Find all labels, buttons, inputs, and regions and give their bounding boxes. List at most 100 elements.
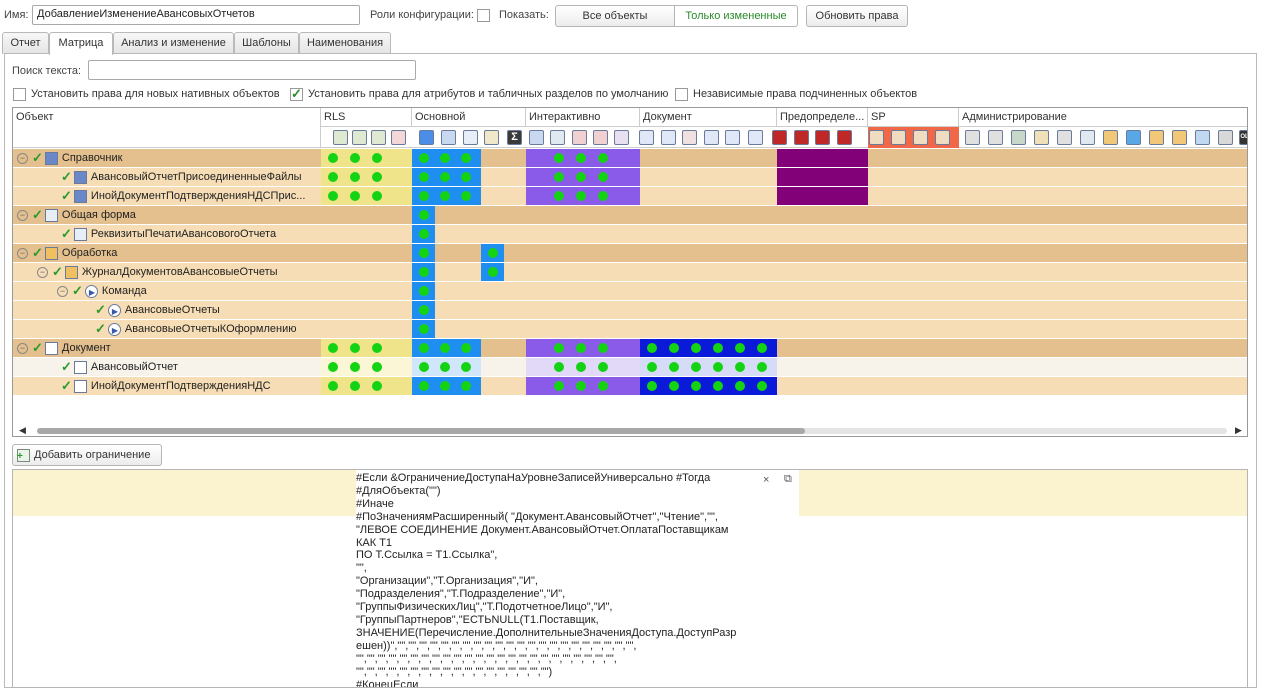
table-row[interactable]: − ✓ Общая форма: [13, 206, 1247, 225]
horizontal-scrollbar[interactable]: ◀ ▶: [13, 424, 1247, 436]
check-icon[interactable]: ✓: [61, 378, 72, 394]
right-granted-dot[interactable]: [350, 381, 360, 391]
right-granted-dot[interactable]: [419, 248, 429, 258]
right-granted-dot[interactable]: [350, 343, 360, 353]
interactive-group-header[interactable]: Интерактивно: [526, 108, 640, 127]
table-row[interactable]: − ✓ Документ: [13, 339, 1247, 358]
tree-node[interactable]: ✓ ИнойДокументПодтвержденияНДС: [13, 377, 321, 396]
right-granted-dot[interactable]: [576, 343, 586, 353]
check-icon[interactable]: ✓: [52, 264, 63, 280]
right-granted-dot[interactable]: [419, 286, 429, 296]
tree-node[interactable]: ✓ АвансовыйОтчетПрисоединенныеФайлы: [13, 168, 321, 187]
int-mark-icon[interactable]: [572, 130, 587, 145]
tab-report[interactable]: Отчет: [2, 32, 49, 54]
sp-group-header[interactable]: SP: [868, 108, 959, 127]
adm-5-icon[interactable]: [1057, 130, 1072, 145]
pre-mark-icon[interactable]: [794, 130, 809, 145]
right-granted-dot[interactable]: [419, 267, 429, 277]
table-row[interactable]: ✓ ИнойДокументПодтвержденияНДС: [13, 377, 1247, 396]
adm-9-icon[interactable]: [1149, 130, 1164, 145]
sp-read-icon[interactable]: [869, 130, 884, 145]
right-granted-dot[interactable]: [440, 381, 450, 391]
table-row[interactable]: ✓ АвансовыйОтчетПрисоединенныеФайлы: [13, 168, 1247, 187]
doc-unpost-icon[interactable]: [661, 130, 676, 145]
right-granted-dot[interactable]: [554, 172, 564, 182]
adm-4-icon[interactable]: [1034, 130, 1049, 145]
right-granted-dot[interactable]: [647, 381, 657, 391]
right-granted-dot[interactable]: [440, 343, 450, 353]
main-edit-icon[interactable]: [441, 130, 456, 145]
collapse-icon[interactable]: −: [57, 285, 68, 297]
table-row[interactable]: − ✓ Справочник: [13, 149, 1247, 168]
scroll-thumb[interactable]: [37, 428, 805, 434]
right-granted-dot[interactable]: [598, 191, 608, 201]
right-granted-dot[interactable]: [757, 362, 767, 372]
doc-edit-icon[interactable]: [704, 130, 719, 145]
right-granted-dot[interactable]: [598, 172, 608, 182]
right-granted-dot[interactable]: [735, 343, 745, 353]
right-granted-dot[interactable]: [576, 191, 586, 201]
right-granted-dot[interactable]: [488, 267, 498, 277]
tree-node[interactable]: ✓ ИнойДокументПодтвержденияНДСПрис...: [13, 187, 321, 206]
restriction-code[interactable]: #Если &ОграничениеДоступаНаУровнеЗаписей…: [356, 472, 776, 687]
right-granted-dot[interactable]: [372, 343, 382, 353]
main-sum-icon[interactable]: Σ: [507, 130, 522, 145]
right-granted-dot[interactable]: [461, 381, 471, 391]
check-icon[interactable]: ✓: [61, 188, 72, 204]
tree-node[interactable]: ✓ ▶ АвансовыеОтчеты: [13, 301, 321, 320]
right-granted-dot[interactable]: [461, 343, 471, 353]
right-granted-dot[interactable]: [576, 153, 586, 163]
right-granted-dot[interactable]: [598, 343, 608, 353]
right-granted-dot[interactable]: [647, 343, 657, 353]
right-granted-dot[interactable]: [713, 362, 723, 372]
admin-group-header[interactable]: Администрирование: [959, 108, 1247, 127]
right-granted-dot[interactable]: [440, 153, 450, 163]
collapse-icon[interactable]: −: [17, 209, 28, 221]
tree-node[interactable]: ✓ РеквизитыПечатиАвансовогоОтчета: [13, 225, 321, 244]
table-row[interactable]: ✓ АвансовыйОтчет: [13, 358, 1247, 377]
right-granted-dot[interactable]: [419, 229, 429, 239]
right-granted-dot[interactable]: [372, 362, 382, 372]
right-granted-dot[interactable]: [328, 153, 338, 163]
check-icon[interactable]: ✓: [61, 169, 72, 185]
check-icon[interactable]: ✓: [95, 321, 106, 337]
table-row[interactable]: ✓ ▶ АвансовыеОтчетыКОформлению: [13, 320, 1247, 339]
check-icon[interactable]: ✓: [61, 226, 72, 242]
right-granted-dot[interactable]: [328, 362, 338, 372]
right-granted-dot[interactable]: [576, 172, 586, 182]
rights-matrix[interactable]: Объект RLS Основной Интерактивно Документ Пр…: [12, 107, 1248, 437]
scroll-right-icon[interactable]: ▶: [1235, 425, 1242, 435]
right-granted-dot[interactable]: [598, 153, 608, 163]
right-granted-dot[interactable]: [372, 191, 382, 201]
show-changed-button[interactable]: Только измененные: [674, 5, 798, 27]
right-granted-dot[interactable]: [691, 381, 701, 391]
check-icon[interactable]: ✓: [32, 340, 43, 356]
right-granted-dot[interactable]: [713, 381, 723, 391]
doc-fill-icon[interactable]: [725, 130, 740, 145]
collapse-icon[interactable]: −: [17, 247, 28, 259]
adm-12-icon[interactable]: [1218, 130, 1233, 145]
check-icon[interactable]: ✓: [32, 245, 43, 261]
main-group-header[interactable]: Основной: [412, 108, 526, 127]
adm-13-icon[interactable]: [1247, 130, 1248, 145]
right-granted-dot[interactable]: [598, 362, 608, 372]
right-granted-dot[interactable]: [647, 362, 657, 372]
opt-default-attrs-checkbox[interactable]: [290, 86, 303, 102]
right-granted-dot[interactable]: [372, 381, 382, 391]
roles-checkbox[interactable]: [477, 9, 490, 22]
right-granted-dot[interactable]: [576, 381, 586, 391]
right-granted-dot[interactable]: [419, 210, 429, 220]
tab-analysis[interactable]: Анализ и изменение: [113, 32, 234, 54]
right-granted-dot[interactable]: [440, 362, 450, 372]
right-granted-dot[interactable]: [419, 343, 429, 353]
document-group-header[interactable]: Документ: [640, 108, 777, 127]
tree-node[interactable]: − ✓ Справочник: [13, 149, 321, 168]
predefined-group-header[interactable]: Предопределе...: [777, 108, 868, 127]
adm-1-icon[interactable]: [965, 130, 980, 145]
collapse-icon[interactable]: −: [17, 342, 28, 354]
int-add-icon[interactable]: [550, 130, 565, 145]
main-ole-icon[interactable]: [484, 130, 499, 145]
table-row[interactable]: ✓ РеквизитыПечатиАвансовогоОтчета: [13, 225, 1247, 244]
right-granted-dot[interactable]: [576, 362, 586, 372]
rls-delete-icon[interactable]: [391, 130, 406, 145]
